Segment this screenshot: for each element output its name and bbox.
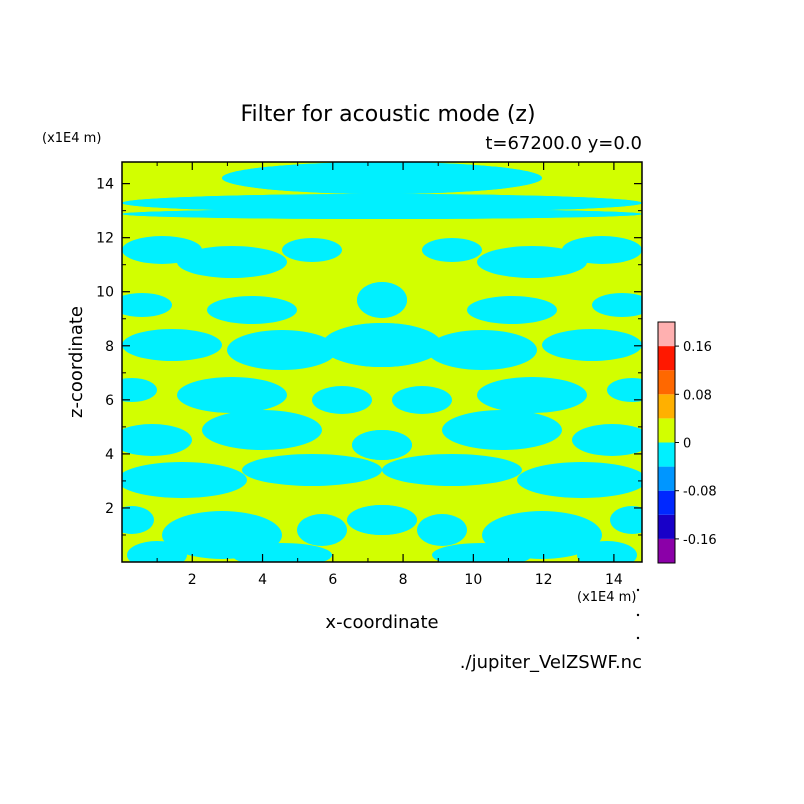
colorbar-band [658, 466, 675, 491]
source-file-label: ./jupiter_VelZSWF.nc [460, 652, 642, 673]
negative-field-patch [607, 378, 642, 402]
negative-field-patch [432, 543, 532, 562]
negative-field-patch [122, 194, 642, 212]
plot-area [121, 161, 643, 563]
colorbar-band [658, 394, 675, 419]
negative-field-patch [122, 506, 154, 534]
x-tick-label: 6 [328, 572, 337, 588]
negative-field-patch [202, 410, 322, 450]
chart-subtitle: t=67200.0 y=0.0 [485, 133, 642, 154]
negative-field-patch [347, 505, 417, 535]
negative-field-patch [122, 378, 157, 402]
negative-field-patch [122, 462, 247, 498]
x-tick-label: 10 [464, 572, 482, 588]
marker-dot [636, 613, 640, 617]
y-axis-label: z-coordinate [66, 306, 87, 418]
colorbar-tick-label: -0.16 [683, 533, 717, 548]
negative-field-patch [577, 541, 637, 562]
negative-field-patch [427, 330, 537, 370]
negative-field-patch [382, 454, 522, 486]
colorbar-band [658, 418, 675, 443]
negative-field-patch [477, 377, 587, 413]
negative-field-patch [592, 293, 642, 317]
negative-field-patch [422, 238, 482, 262]
negative-field-patch [322, 323, 442, 367]
x-axis-label: x-coordinate [325, 612, 438, 633]
negative-field-patch [122, 293, 172, 317]
marker-dot [636, 588, 640, 592]
negative-field-patch [177, 246, 287, 278]
chart-title: Filter for acoustic mode (z) [240, 102, 535, 127]
y-tick-label: 12 [96, 231, 114, 247]
y-tick-label: 10 [96, 285, 114, 301]
negative-field-patch [222, 162, 542, 194]
x-unit-label: (x1E4 m) [577, 590, 636, 605]
negative-field-patch [232, 543, 332, 562]
colorbar-tick-label: 0 [683, 437, 691, 452]
x-tick-label: 4 [258, 572, 267, 588]
negative-field-patch [242, 454, 382, 486]
negative-field-patch [467, 296, 557, 324]
x-tick-label: 8 [399, 572, 408, 588]
negative-field-patch [207, 296, 297, 324]
y-tick-label: 4 [105, 447, 114, 463]
negative-field-patch [477, 246, 587, 278]
negative-field-patch [442, 410, 562, 450]
y-tick-label: 2 [105, 501, 114, 517]
colorbar-tick-label: 0.16 [683, 340, 712, 355]
x-tick-label: 12 [535, 572, 553, 588]
x-tick-label: 2 [188, 572, 197, 588]
x-axis: 2 4 6 8 10 12 14 [156, 162, 623, 588]
colorbar-band [658, 514, 675, 539]
negative-field-patch [122, 424, 192, 456]
negative-field-patch [352, 430, 412, 460]
y-unit-label: (x1E4 m) [42, 131, 101, 146]
negative-field-patch [517, 462, 642, 498]
negative-field-patch [392, 386, 452, 414]
colorbar-band [658, 538, 675, 563]
negative-field-patch [122, 209, 642, 219]
negative-field-patch [297, 514, 347, 546]
negative-field-patch [542, 329, 642, 361]
colorbar-band [658, 370, 675, 395]
colorbar-band [658, 490, 675, 515]
y-axis: 2 4 6 8 10 12 14 [96, 177, 642, 536]
negative-field-patch [610, 506, 642, 534]
negative-field-patch [127, 541, 187, 562]
negative-field-patch [417, 514, 467, 546]
negative-field-patch [122, 329, 222, 361]
y-tick-label: 14 [96, 177, 114, 193]
colorbar: 0.16 0.08 0 -0.08 -0.16 [657, 321, 717, 564]
y-tick-label: 6 [105, 393, 114, 409]
negative-field-patch [357, 282, 407, 318]
negative-field-patch [312, 386, 372, 414]
y-tick-label: 8 [105, 339, 114, 355]
x-tick-label: 14 [605, 572, 623, 588]
colorbar-tick-label: 0.08 [683, 388, 712, 403]
colorbar-band [658, 322, 675, 347]
plot-frame [121, 161, 643, 563]
negative-field-patch [177, 377, 287, 413]
colorbar-tick-label: -0.08 [683, 485, 717, 500]
colorbar-band [658, 442, 675, 467]
negative-field-patch [572, 424, 642, 456]
negative-field-patches [122, 162, 642, 562]
colorbar-band [658, 346, 675, 371]
negative-field-patch [282, 238, 342, 262]
negative-field-patch [227, 330, 337, 370]
marker-dot [636, 636, 640, 640]
